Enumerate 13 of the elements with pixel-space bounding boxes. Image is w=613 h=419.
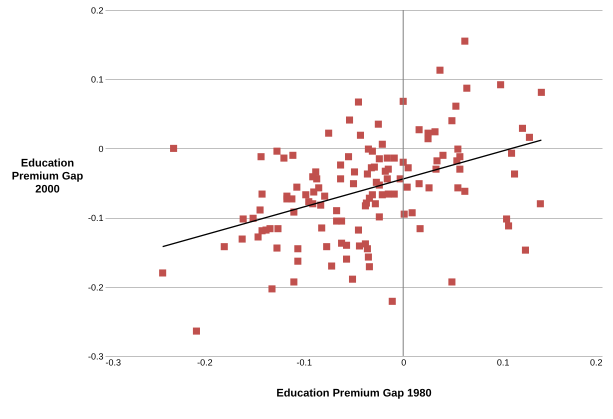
- x-tick-label: 0.2: [590, 358, 602, 368]
- y-tick-label: -0.1: [88, 213, 104, 224]
- x-tick-label: 0.1: [496, 358, 510, 368]
- y-tick-label: -0.2: [88, 282, 104, 292]
- y-tick-label: 0.2: [90, 6, 104, 16]
- x-tick-label: -0.3: [106, 358, 122, 368]
- y-tick-label: 0.1: [90, 74, 104, 85]
- x-tick-label: -0.1: [296, 358, 312, 368]
- x-tick-label: 0: [401, 358, 406, 368]
- x-axis-title: Education Premium Gap 1980: [276, 388, 432, 400]
- x-tick-label: -0.2: [197, 358, 213, 368]
- y-tick-label: 0: [98, 144, 104, 154]
- y-axis-title: Education Premium Gap 2000: [12, 158, 84, 196]
